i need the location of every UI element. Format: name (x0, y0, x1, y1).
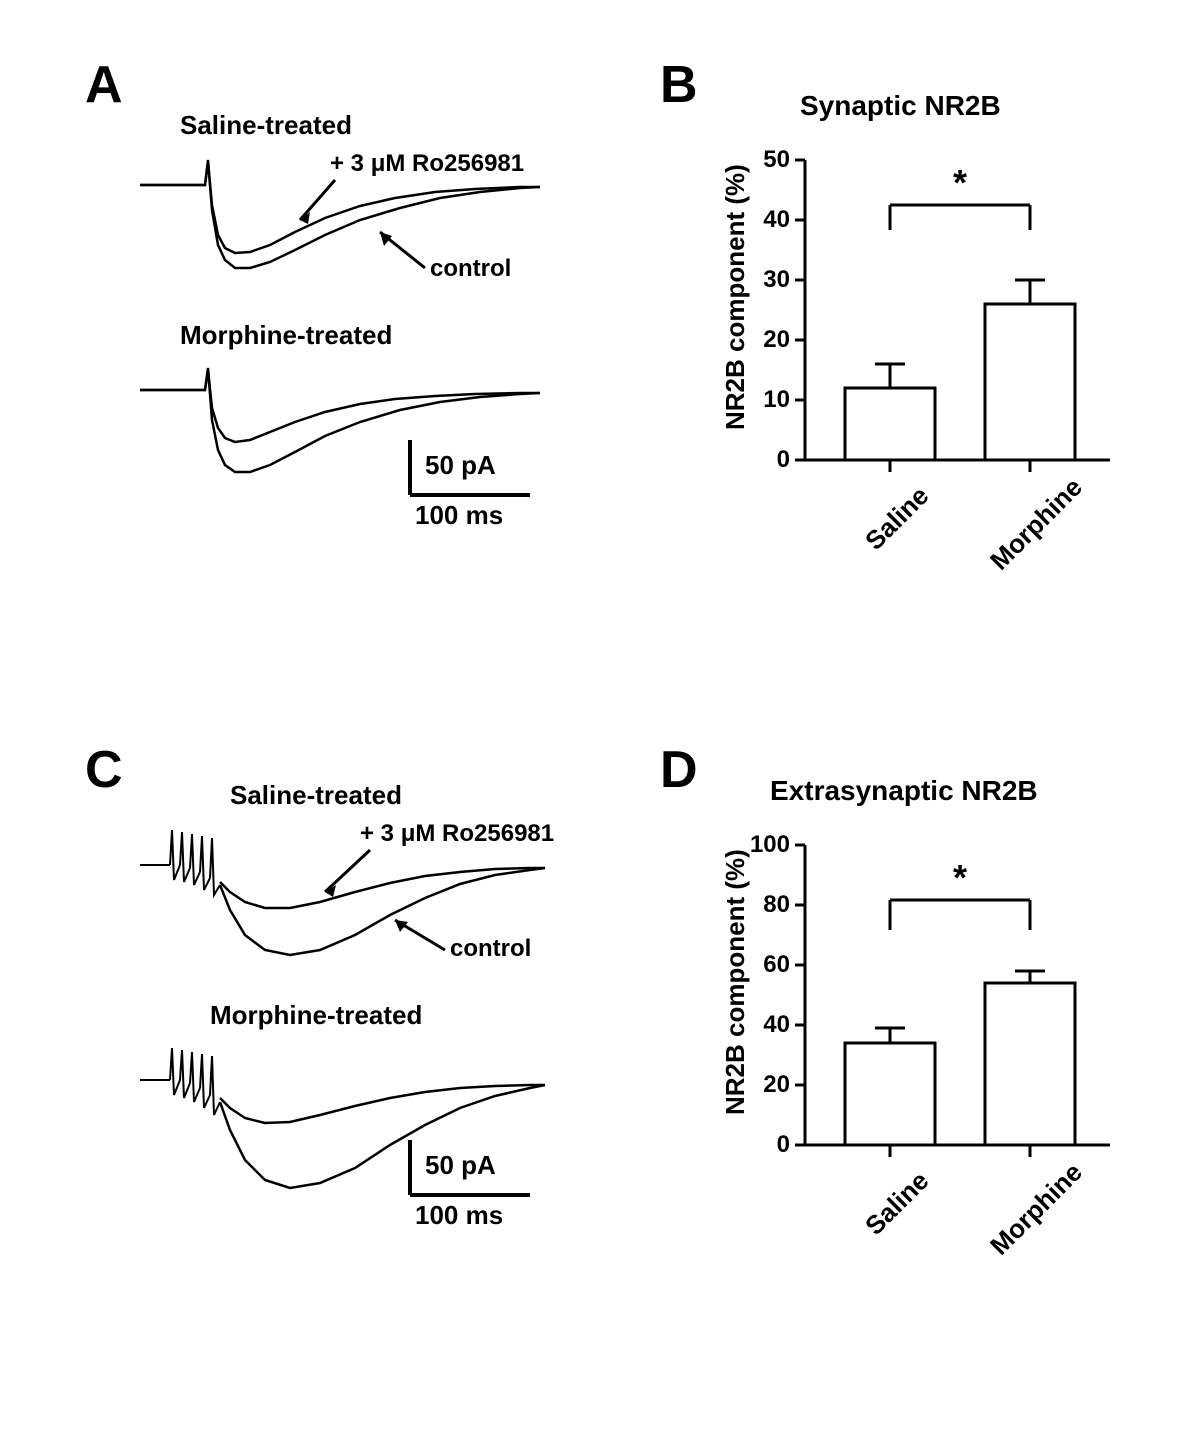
panel-d-ylabel: NR2B component (%) (720, 849, 751, 1115)
panel-a-saline-title: Saline-treated (180, 110, 352, 141)
panel-d-ytick-3: 60 (745, 951, 790, 979)
panel-d-chart: * (730, 815, 1150, 1225)
panel-d-title: Extrasynaptic NR2B (770, 775, 1038, 807)
panel-a-scalebar-y: 50 pA (425, 450, 496, 481)
panel-a-morphine-title: Morphine-treated (180, 320, 392, 351)
panel-c-label: C (85, 740, 123, 800)
panel-c-drug-annotation: + 3 μM Ro256981 (360, 820, 554, 848)
panel-b-ytick-1: 10 (755, 386, 790, 414)
panel-b-chart: * (730, 130, 1150, 540)
panel-d-ytick-5: 100 (745, 831, 790, 859)
svg-text:*: * (953, 162, 967, 203)
panel-a-scalebar-x: 100 ms (415, 500, 503, 531)
panel-b-ylabel: NR2B component (%) (720, 164, 751, 430)
panel-d-ytick-0: 0 (745, 1131, 790, 1159)
panel-b-ytick-2: 20 (755, 326, 790, 354)
panel-d-ytick-1: 20 (745, 1071, 790, 1099)
panel-a-drug-annotation: + 3 μM Ro256981 (330, 150, 524, 178)
panel-c-scalebar-x: 100 ms (415, 1200, 503, 1231)
panel-d-label: D (660, 740, 698, 800)
panel-c-scalebar-y: 50 pA (425, 1150, 496, 1181)
panel-d-ytick-2: 40 (745, 1011, 790, 1039)
panel-b-ytick-3: 30 (755, 266, 790, 294)
panel-a-control-annotation: control (430, 255, 511, 283)
panel-b-ytick-0: 0 (755, 446, 790, 474)
panel-b-ytick-4: 40 (755, 206, 790, 234)
panel-c-control-annotation: control (450, 935, 531, 963)
panel-c-morphine-title: Morphine-treated (210, 1000, 422, 1031)
svg-text:*: * (953, 857, 967, 898)
panel-b-label: B (660, 55, 698, 115)
panel-b-title: Synaptic NR2B (800, 90, 1001, 122)
panel-c-saline-title: Saline-treated (230, 780, 402, 811)
panel-d-ytick-4: 80 (745, 891, 790, 919)
panel-b-ytick-5: 50 (755, 146, 790, 174)
panel-a-label: A (85, 55, 123, 115)
